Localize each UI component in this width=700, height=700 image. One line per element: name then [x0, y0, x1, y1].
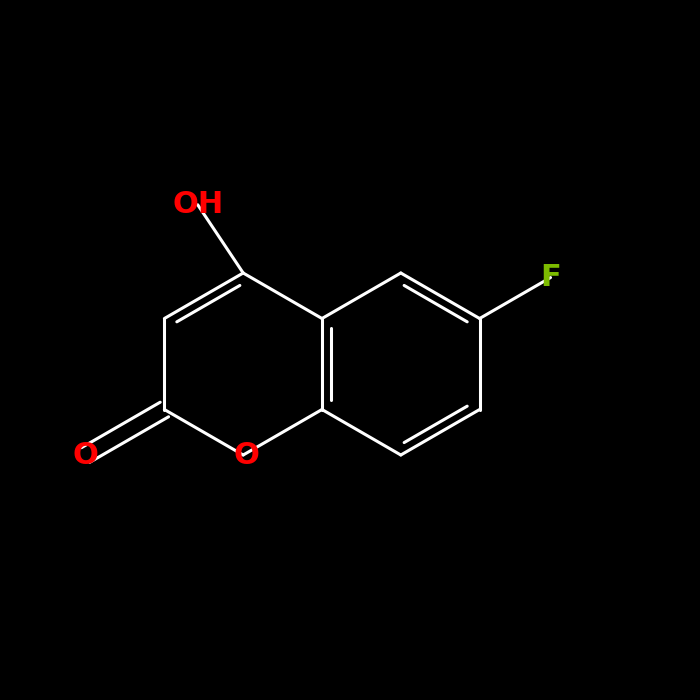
Text: OH: OH	[172, 190, 223, 219]
Text: O: O	[234, 440, 260, 470]
Text: F: F	[540, 263, 561, 292]
Text: O: O	[73, 440, 99, 470]
